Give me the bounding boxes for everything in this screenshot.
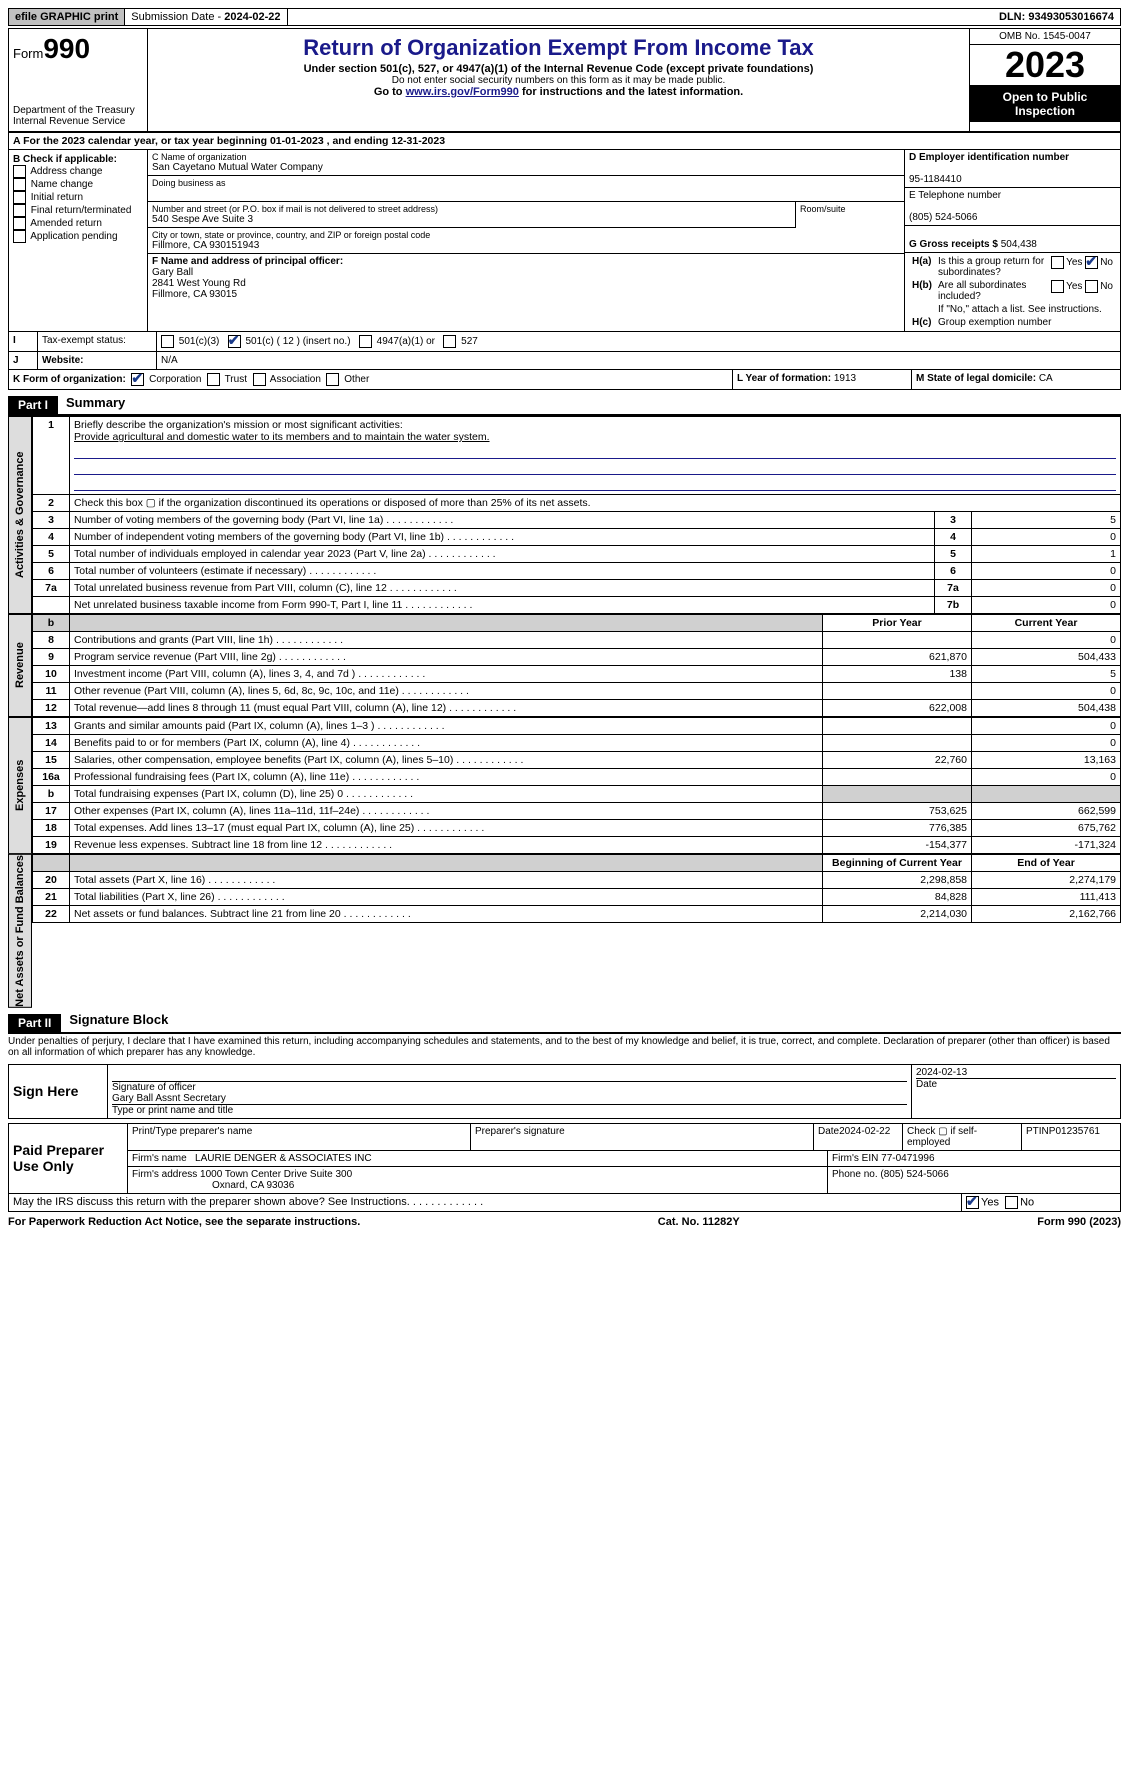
- 4947-checkbox[interactable]: [359, 335, 372, 348]
- form-header: Form990 Department of the Treasury Inter…: [8, 28, 1121, 132]
- box-c-name: C Name of organizationSan Cayetano Mutua…: [148, 150, 904, 176]
- mission-text: Provide agricultural and domestic water …: [74, 431, 490, 443]
- corp-checkbox[interactable]: [131, 373, 144, 386]
- paid-preparer-block: Paid Preparer Use Only Print/Type prepar…: [8, 1123, 1121, 1194]
- box-c-room: Room/suite: [796, 202, 904, 228]
- exp-label-vert: Expenses: [8, 717, 32, 854]
- 501c3-checkbox[interactable]: [161, 335, 174, 348]
- efile-print-button[interactable]: efile GRAPHIC print: [9, 9, 125, 25]
- boxb-checkbox[interactable]: [13, 191, 26, 204]
- box-h: H(a)Is this a group return for subordina…: [905, 253, 1120, 331]
- box-c-city: City or town, state or province, country…: [148, 228, 904, 254]
- subtitle-2: Do not enter social security numbers on …: [152, 75, 965, 86]
- box-b: B Check if applicable: Address change Na…: [9, 150, 148, 331]
- boxb-checkbox[interactable]: [13, 165, 26, 178]
- tax-year: 2023: [970, 45, 1120, 86]
- box-c-street: Number and street (or P.O. box if mail i…: [148, 202, 796, 228]
- hb-yes-checkbox[interactable]: [1051, 280, 1064, 293]
- omb-number: OMB No. 1545-0047: [970, 29, 1120, 45]
- ha-yes-checkbox[interactable]: [1051, 256, 1064, 269]
- hb-no-checkbox[interactable]: [1085, 280, 1098, 293]
- discuss-no-checkbox[interactable]: [1005, 1196, 1018, 1209]
- trust-checkbox[interactable]: [207, 373, 220, 386]
- submission-date: Submission Date - 2024-02-22: [125, 9, 287, 25]
- boxb-checkbox[interactable]: [13, 178, 26, 191]
- discuss-yes-checkbox[interactable]: [966, 1196, 979, 1209]
- row-i-j: I Tax-exempt status: 501(c)(3) 501(c) ( …: [8, 332, 1121, 352]
- summary-exp-table: 13Grants and similar amounts paid (Part …: [32, 717, 1121, 854]
- top-bar: efile GRAPHIC print Submission Date - 20…: [8, 8, 1121, 26]
- open-inspection-badge: Open to Public Inspection: [970, 86, 1120, 122]
- form-title: Return of Organization Exempt From Incom…: [152, 35, 965, 61]
- section-a-tax-year: A For the 2023 calendar year, or tax yea…: [8, 132, 1121, 150]
- row-k-l-m: K Form of organization: Corporation Trus…: [8, 370, 1121, 390]
- dln: DLN: 93493053016674: [993, 9, 1120, 25]
- gov-label-vert: Activities & Governance: [8, 416, 32, 614]
- part1-header: Part I Summary: [8, 390, 1121, 416]
- box-e-phone: E Telephone number(805) 524-5066: [905, 188, 1120, 226]
- other-checkbox[interactable]: [326, 373, 339, 386]
- dept-label: Department of the Treasury Internal Reve…: [13, 105, 143, 127]
- boxb-checkbox[interactable]: [13, 230, 26, 243]
- box-f-officer: F Name and address of principal officer:…: [148, 254, 904, 331]
- discuss-row: May the IRS discuss this return with the…: [8, 1194, 1121, 1212]
- instructions-link[interactable]: www.irs.gov/Form990: [406, 86, 519, 98]
- part2-header: Part II Signature Block: [8, 1008, 1121, 1034]
- boxb-checkbox[interactable]: [13, 204, 26, 217]
- net-label-vert: Net Assets or Fund Balances: [8, 854, 32, 1008]
- assoc-checkbox[interactable]: [253, 373, 266, 386]
- box-d-ein: D Employer identification number95-11844…: [905, 150, 1120, 188]
- box-g-receipts: G Gross receipts $ 504,438: [905, 226, 1120, 253]
- subtitle-3: Go to www.irs.gov/Form990 for instructio…: [152, 86, 965, 98]
- boxb-checkbox[interactable]: [13, 217, 26, 230]
- perjury-text: Under penalties of perjury, I declare th…: [8, 1034, 1121, 1060]
- summary-rev-table: bPrior YearCurrent Year 8Contributions a…: [32, 614, 1121, 717]
- summary-net-table: Beginning of Current YearEnd of Year 20T…: [32, 854, 1121, 923]
- box-c-dba: Doing business as: [148, 176, 904, 202]
- summary-gov-table: 1 Briefly describe the organization's mi…: [32, 416, 1121, 614]
- 501c-checkbox[interactable]: [228, 335, 241, 348]
- form-label: Form990: [13, 33, 143, 65]
- rev-label-vert: Revenue: [8, 614, 32, 717]
- subtitle-1: Under section 501(c), 527, or 4947(a)(1)…: [152, 63, 965, 75]
- header-boxes: B Check if applicable: Address change Na…: [8, 150, 1121, 332]
- sign-here-block: Sign Here Signature of officer Gary Ball…: [8, 1064, 1121, 1119]
- 527-checkbox[interactable]: [443, 335, 456, 348]
- page-footer: For Paperwork Reduction Act Notice, see …: [8, 1216, 1121, 1228]
- ha-no-checkbox[interactable]: [1085, 256, 1098, 269]
- row-j-website: J Website: N/A: [8, 352, 1121, 370]
